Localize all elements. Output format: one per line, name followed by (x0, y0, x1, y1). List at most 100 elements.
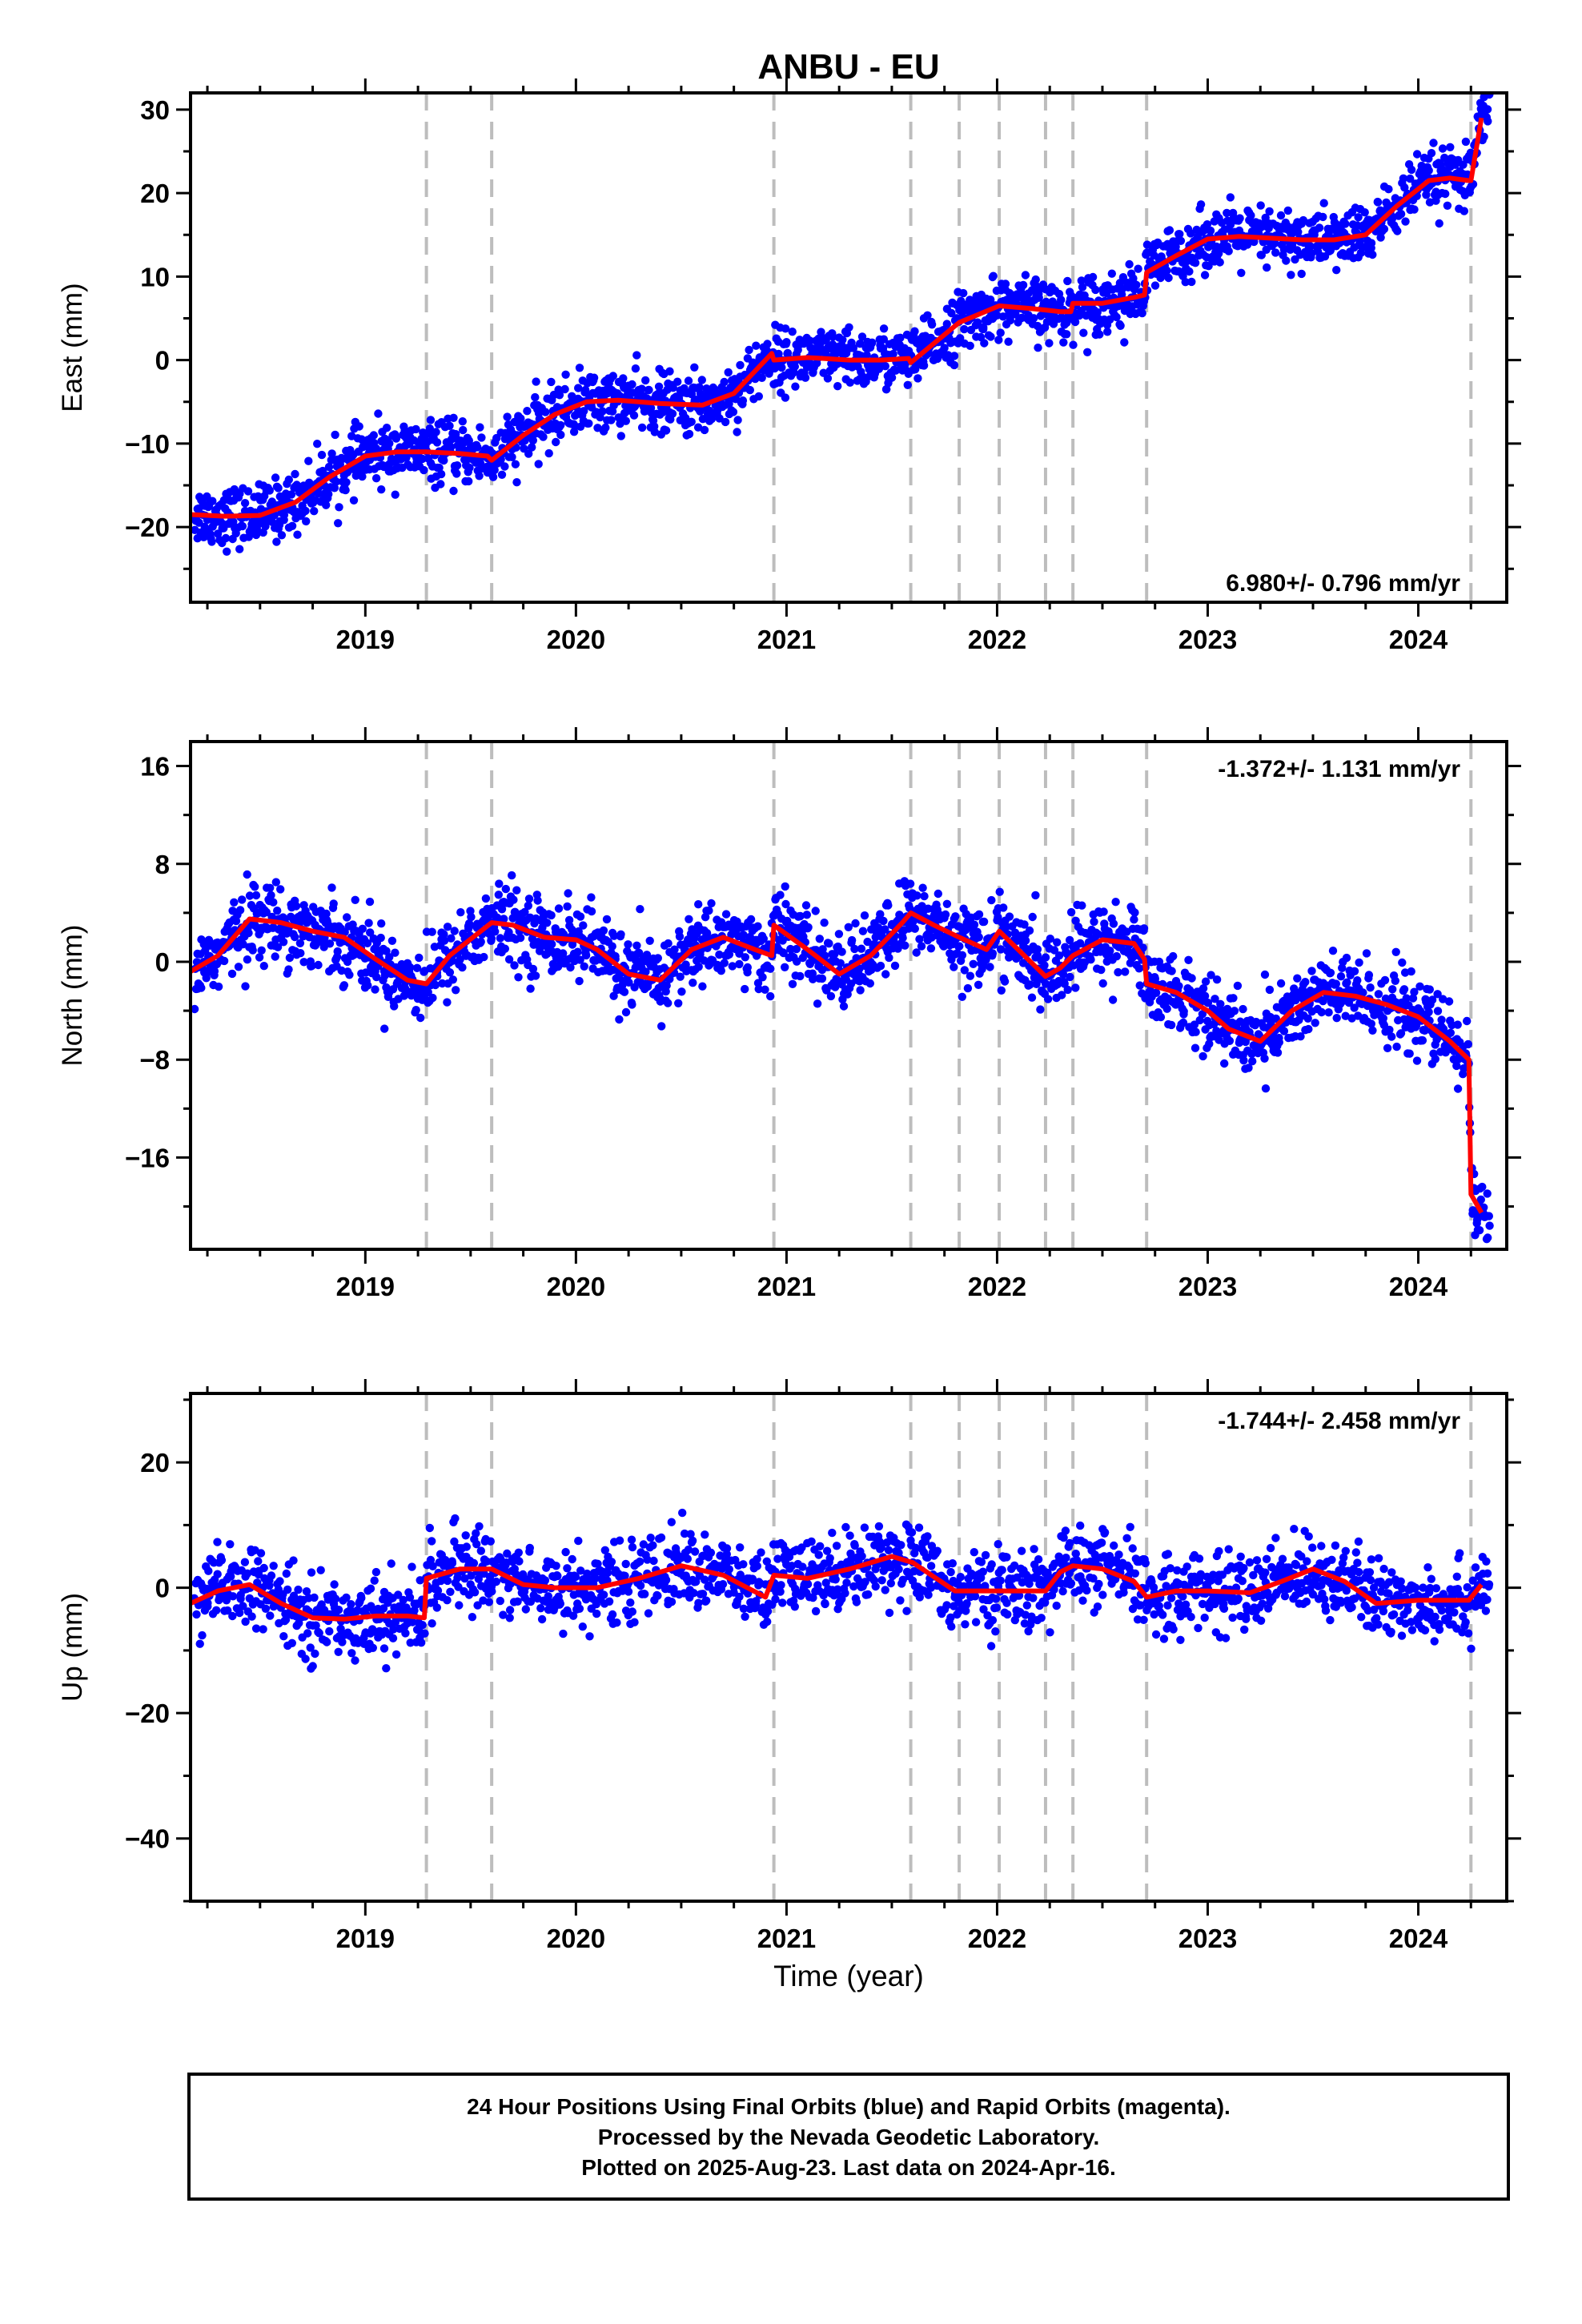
data-point (526, 1597, 536, 1606)
data-point (1484, 117, 1492, 126)
data-point (1185, 267, 1194, 276)
data-point (1483, 1189, 1492, 1198)
data-point (306, 1643, 315, 1652)
data-point (526, 984, 535, 993)
data-point (839, 1002, 849, 1011)
data-point (443, 998, 452, 1007)
data-point (616, 930, 625, 939)
data-point (1027, 993, 1037, 1002)
data-point (1239, 1004, 1247, 1014)
data-point (1241, 1037, 1251, 1047)
data-point (792, 944, 801, 954)
data-point (774, 349, 783, 359)
data-point (1139, 924, 1149, 933)
data-point (543, 919, 552, 927)
data-point (963, 983, 973, 993)
data-point (1367, 1019, 1376, 1028)
data-point (1058, 970, 1068, 979)
data-point (781, 393, 790, 402)
y-tick-label: −8 (139, 1045, 170, 1075)
data-point (385, 439, 394, 448)
data-point (256, 1549, 266, 1558)
data-point (1021, 271, 1030, 279)
data-point (821, 951, 829, 960)
data-point (834, 930, 844, 939)
data-point (934, 889, 943, 899)
data-point (513, 1597, 522, 1606)
data-point (1191, 259, 1200, 267)
data-point (1237, 268, 1246, 277)
data-point (1078, 901, 1086, 910)
data-point (589, 373, 599, 382)
data-point (435, 463, 444, 472)
data-point (1181, 278, 1190, 287)
data-point (669, 384, 677, 392)
data-point (581, 951, 591, 960)
data-point (641, 376, 650, 385)
data-point (374, 409, 383, 418)
data-point (578, 1622, 587, 1631)
data-point (481, 894, 491, 903)
data-point (637, 384, 646, 393)
data-point (739, 931, 748, 939)
data-point (415, 953, 424, 963)
rate-label: 6.980+/- 0.796 mm/yr (1226, 570, 1460, 597)
data-point (847, 935, 857, 945)
data-point (687, 417, 696, 426)
data-point (322, 501, 331, 509)
data-point (1174, 982, 1183, 991)
data-point (402, 453, 411, 462)
data-point (624, 978, 633, 987)
data-point (324, 489, 333, 499)
data-point (1042, 979, 1050, 988)
data-point (391, 948, 400, 957)
data-point (608, 942, 616, 951)
data-point (308, 1662, 317, 1671)
data-point (721, 910, 731, 919)
data-point (488, 472, 498, 481)
data-point (969, 959, 978, 969)
data-point (450, 927, 459, 935)
data-point (1427, 149, 1436, 158)
data-point (514, 1548, 523, 1558)
data-point (917, 942, 926, 951)
data-point (920, 891, 929, 901)
data-point (1191, 1027, 1200, 1036)
data-point (1376, 233, 1385, 242)
data-point (274, 484, 283, 493)
data-point (759, 935, 768, 943)
data-point (805, 336, 814, 345)
data-point (817, 974, 827, 983)
data-points (191, 93, 1494, 556)
data-point (970, 920, 979, 929)
data-point (1184, 955, 1193, 965)
data-point (387, 1559, 396, 1568)
data-point (524, 901, 532, 911)
y-tick-label: 8 (155, 850, 170, 879)
data-point (500, 462, 509, 471)
data-point (1425, 985, 1435, 994)
data-point (310, 1593, 319, 1602)
data-point (1332, 266, 1341, 275)
data-point (302, 1587, 311, 1596)
data-point (615, 1015, 624, 1024)
data-point (425, 1523, 434, 1533)
data-point (1328, 947, 1338, 955)
data-point (668, 409, 677, 418)
data-point (863, 937, 872, 947)
data-point (512, 886, 521, 895)
data-point (1098, 979, 1107, 988)
data-point (412, 963, 422, 973)
data-point (490, 465, 499, 475)
data-point (235, 545, 244, 553)
data-point (533, 896, 542, 905)
data-point (380, 1024, 389, 1033)
data-point (1054, 951, 1064, 960)
data-point (323, 1638, 331, 1647)
data-point (528, 964, 538, 974)
data-point (345, 971, 354, 979)
data-point (271, 878, 280, 887)
data-point (598, 407, 607, 416)
data-point (697, 376, 706, 384)
